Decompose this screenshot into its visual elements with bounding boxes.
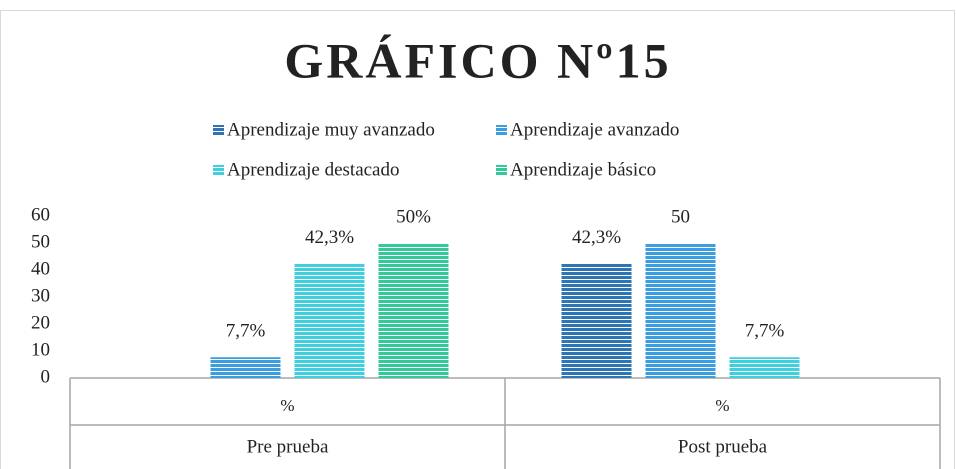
y-tick-label: 30 <box>31 285 50 306</box>
bar <box>645 243 716 378</box>
chart-title: GRÁFICO Nº15 <box>284 32 671 88</box>
legend-label: Aprendizaje básico <box>510 159 656 180</box>
legend-swatch <box>213 125 224 136</box>
bar <box>210 357 281 378</box>
y-tick-label: 60 <box>31 204 50 225</box>
x-tick-label: Post prueba <box>678 436 768 457</box>
y-tick-label: 20 <box>31 312 50 333</box>
bar <box>729 357 800 378</box>
y-tick-label: 0 <box>41 366 51 387</box>
x-tick-label: Pre prueba <box>247 436 329 457</box>
legend-label: Aprendizaje muy avanzado <box>227 119 435 140</box>
x-sub-label: % <box>280 396 294 415</box>
legend-swatch <box>213 165 224 176</box>
data-label: 7,7% <box>226 321 266 342</box>
legend-swatch <box>496 165 507 176</box>
data-label: 7,7% <box>745 321 785 342</box>
y-tick-label: 40 <box>31 258 50 279</box>
bar <box>561 263 632 378</box>
chart-frame <box>0 10 955 469</box>
data-label: 50 <box>671 206 690 227</box>
data-label: 50% <box>396 206 431 227</box>
legend-label: Aprendizaje avanzado <box>510 119 679 140</box>
bar <box>378 243 449 378</box>
x-sub-label: % <box>715 396 729 415</box>
data-label: 42,3% <box>305 227 354 248</box>
legend-label: Aprendizaje destacado <box>227 159 400 180</box>
y-tick-label: 50 <box>31 231 50 252</box>
legend-swatch <box>496 125 507 136</box>
data-label: 42,3% <box>572 227 621 248</box>
y-tick-label: 10 <box>31 339 50 360</box>
bar <box>294 263 365 378</box>
